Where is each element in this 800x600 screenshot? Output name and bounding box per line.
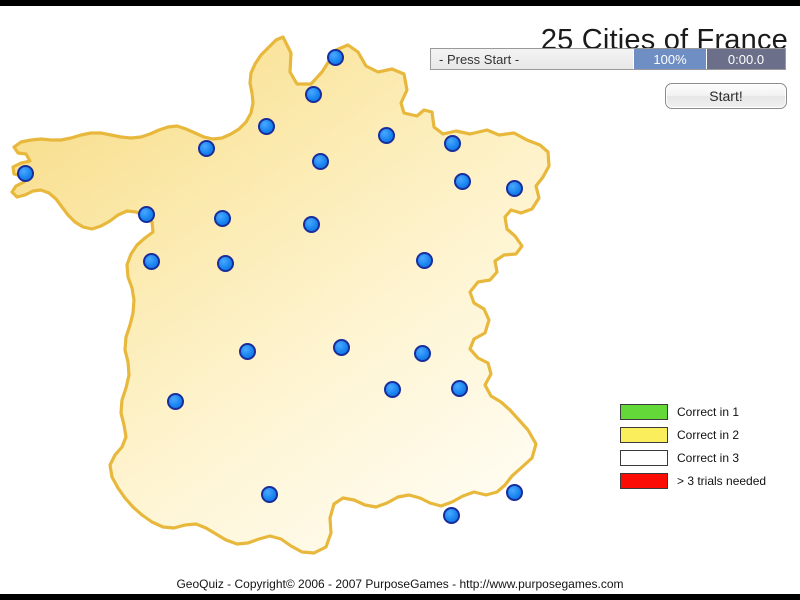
legend-label: Correct in 2 (677, 427, 740, 442)
legend-label: Correct in 3 (677, 450, 740, 465)
legend-row: > 3 trials needed (620, 469, 766, 492)
city-marker-5[interactable] (377, 126, 395, 144)
legend-swatch-green (620, 403, 668, 420)
bottom-black-bar (0, 594, 800, 600)
city-marker-16[interactable] (415, 251, 433, 269)
city-marker-18[interactable] (332, 338, 350, 356)
legend-swatch-orange (620, 449, 668, 466)
status-message: - Press Start - (431, 49, 633, 69)
france-map-svg[interactable] (0, 6, 600, 572)
city-marker-21[interactable] (450, 379, 468, 397)
city-marker-9[interactable] (505, 179, 523, 197)
legend-label: Correct in 1 (677, 404, 740, 419)
start-button[interactable]: Start! (665, 83, 787, 109)
city-marker-8[interactable] (453, 172, 471, 190)
city-marker-11[interactable] (137, 205, 155, 223)
city-marker-1[interactable] (326, 48, 344, 66)
city-marker-3[interactable] (257, 117, 275, 135)
city-marker-7[interactable] (311, 152, 329, 170)
legend: Correct in 1 Correct in 2 Correct in 3 > 3 … (620, 400, 766, 492)
footer-credit: GeoQuiz - Copyright© 2006 - 2007 Purpose… (176, 577, 624, 591)
status-percent: 100% (633, 49, 706, 69)
legend-label: > 3 trials needed (677, 473, 767, 488)
city-marker-12[interactable] (213, 209, 231, 227)
city-marker-10[interactable] (16, 164, 34, 182)
city-marker-23[interactable] (260, 485, 278, 503)
top-black-bar (0, 0, 800, 6)
city-marker-4[interactable] (197, 139, 215, 157)
city-marker-19[interactable] (413, 344, 431, 362)
city-marker-6[interactable] (443, 134, 461, 152)
legend-row: Correct in 1 (620, 400, 766, 423)
legend-swatch-red (620, 472, 668, 489)
legend-row: Correct in 2 (620, 423, 766, 446)
legend-swatch-yellow (620, 426, 668, 443)
city-marker-24[interactable] (442, 506, 460, 524)
city-marker-20[interactable] (383, 380, 401, 398)
city-marker-15[interactable] (216, 254, 234, 272)
city-marker-17[interactable] (238, 342, 256, 360)
city-marker-13[interactable] (302, 215, 320, 233)
france-outline[interactable] (10, 35, 551, 555)
city-marker-22[interactable] (166, 392, 184, 410)
status-progress-bar: - Press Start - 100% 0:00.0 (430, 48, 786, 70)
map-container[interactable] (0, 6, 600, 572)
legend-row: Correct in 3 (620, 446, 766, 469)
city-marker-25[interactable] (505, 483, 523, 501)
status-timer: 0:00.0 (706, 49, 785, 69)
city-marker-2[interactable] (304, 85, 322, 103)
city-marker-14[interactable] (142, 252, 160, 270)
